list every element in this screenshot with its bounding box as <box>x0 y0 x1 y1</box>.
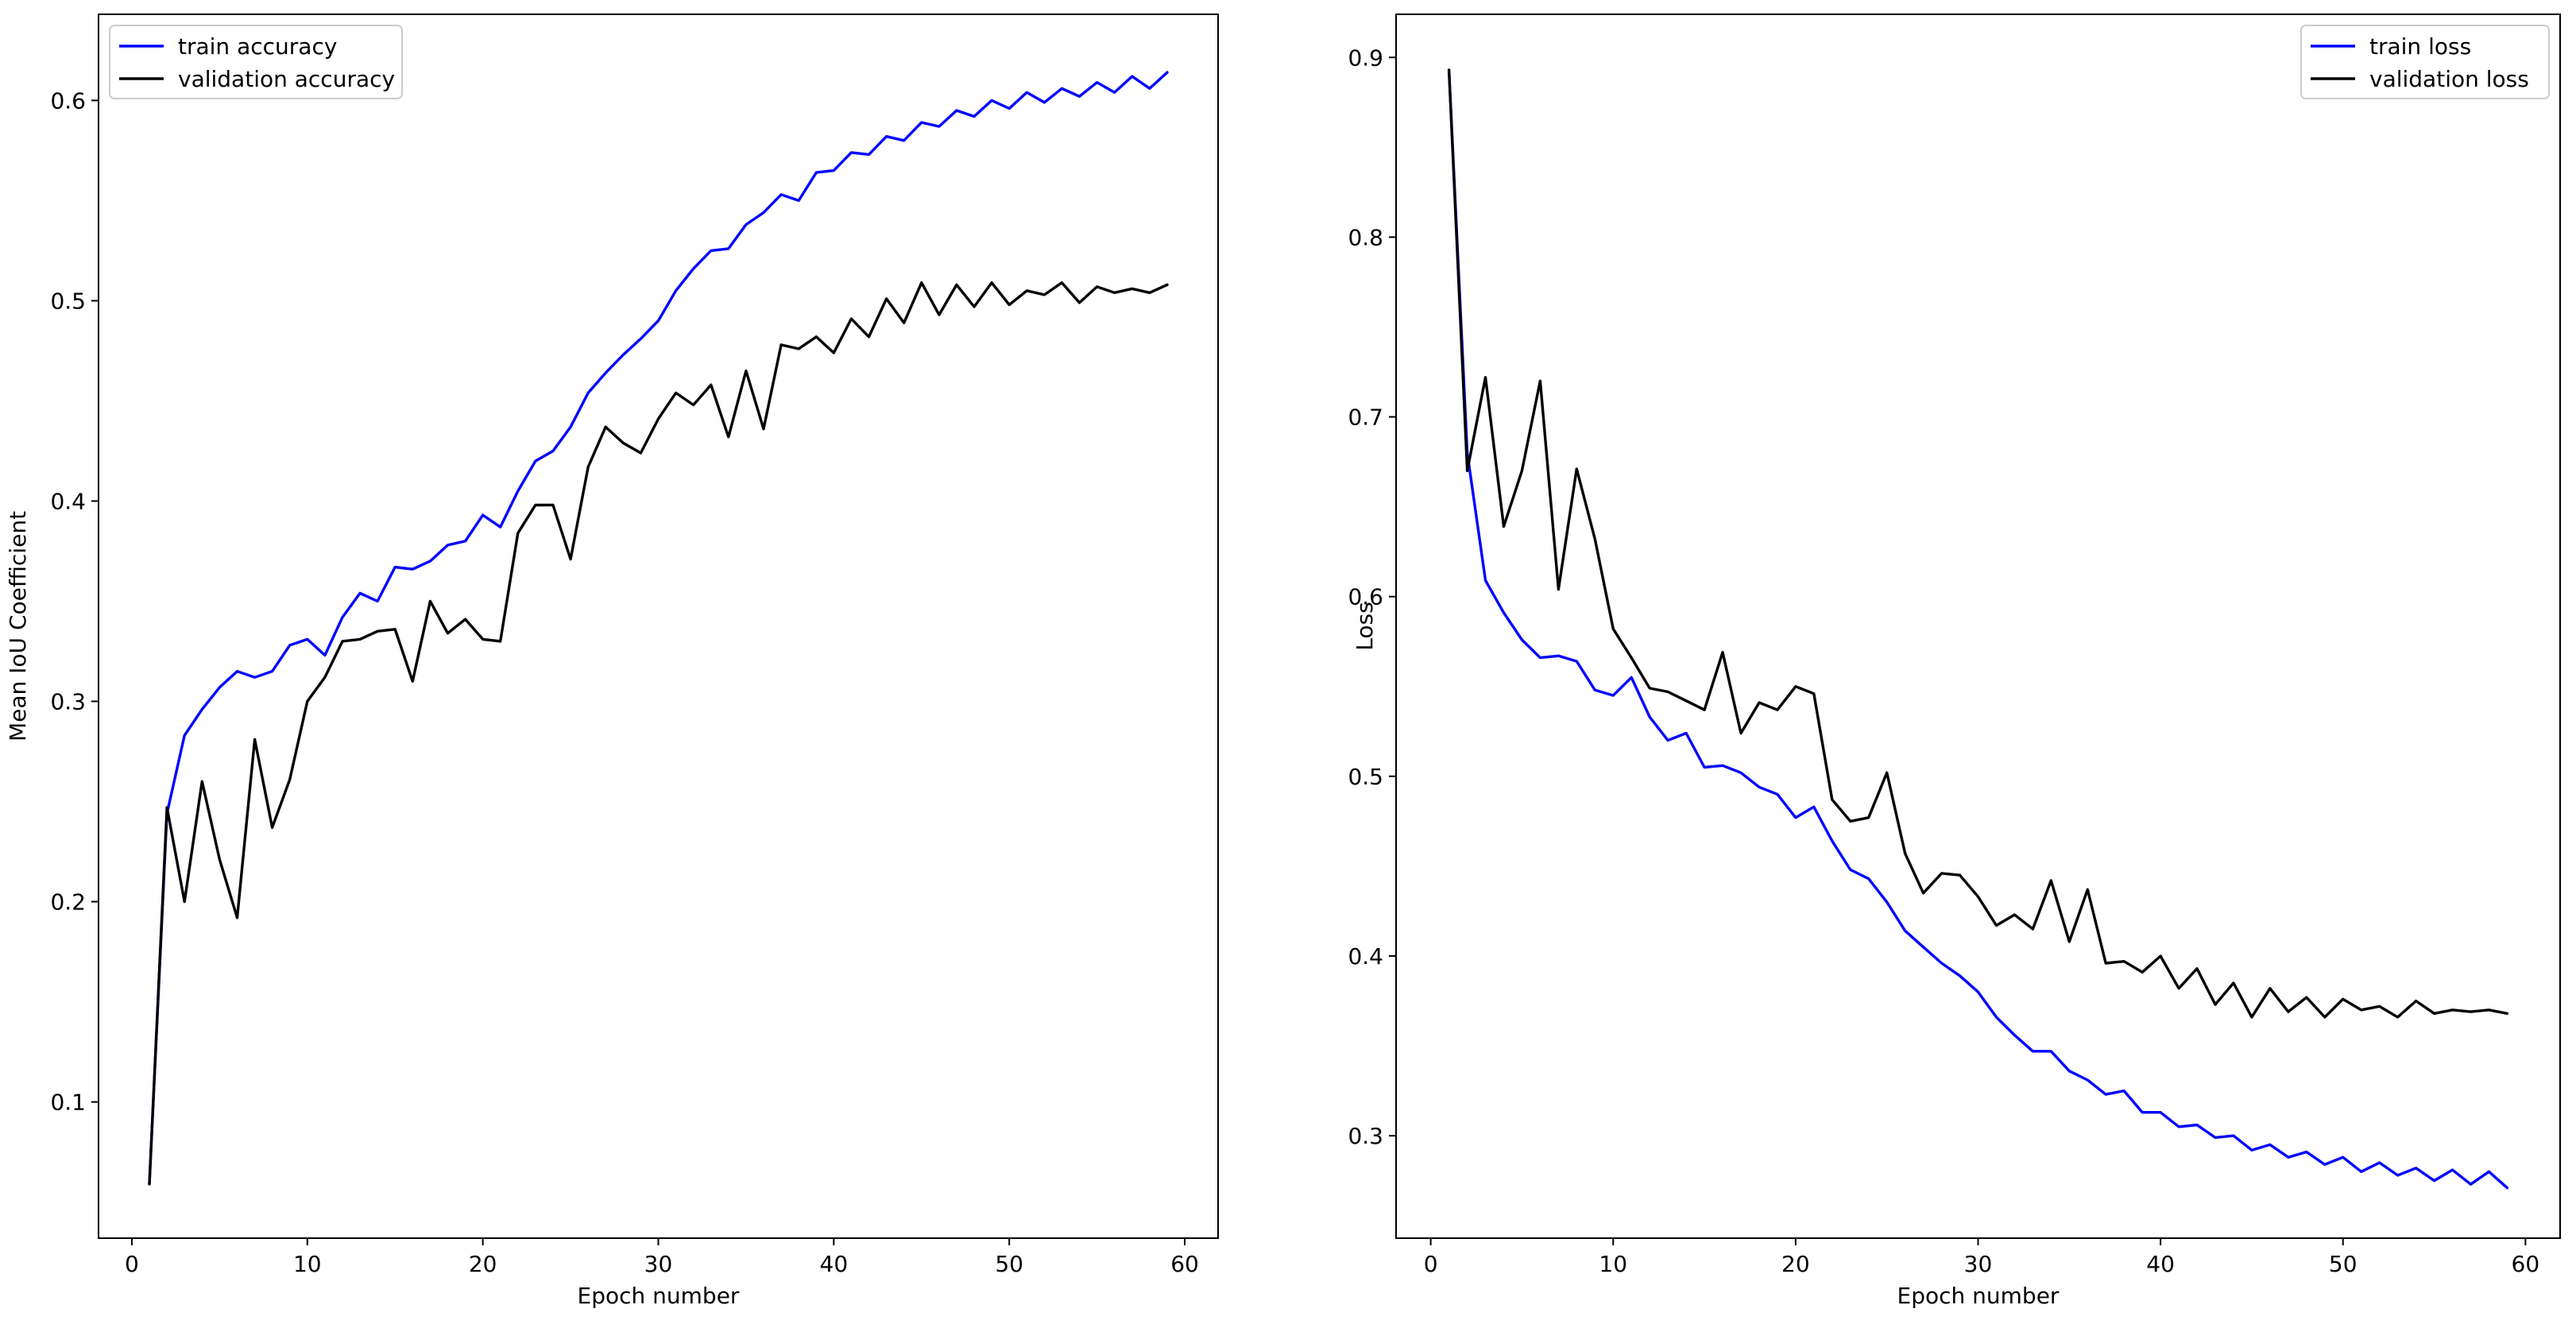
y-tick-label: 0.5 <box>1348 764 1383 790</box>
x-tick-label: 10 <box>1599 1251 1627 1277</box>
x-tick-label: 50 <box>995 1251 1023 1277</box>
y-tick-label: 0.9 <box>1348 45 1383 71</box>
legend-entry: train loss <box>2369 33 2471 60</box>
y-axis-label: Loss <box>1352 602 1378 650</box>
x-tick-label: 30 <box>644 1251 673 1277</box>
y-tick-label: 0.6 <box>50 87 86 114</box>
x-tick-label: 20 <box>1781 1251 1810 1277</box>
legend-entry: validation accuracy <box>178 66 395 92</box>
x-tick-label: 60 <box>2512 1251 2540 1277</box>
series-line-train-loss <box>1447 68 2509 1190</box>
y-tick-label: 0.2 <box>50 889 86 916</box>
x-tick-label: 60 <box>1170 1251 1199 1277</box>
y-tick-label: 0.7 <box>1348 405 1383 431</box>
y-tick-label: 0.8 <box>1348 224 1383 250</box>
series-line-validation-accuracy <box>148 281 1169 1186</box>
x-axis-label: Epoch number <box>1897 1283 2060 1309</box>
x-tick-label: 40 <box>2146 1251 2175 1277</box>
x-tick-label: 10 <box>293 1251 322 1277</box>
legend: train accuracy validation accuracy <box>109 25 403 99</box>
x-axis-label: Epoch number <box>578 1283 740 1309</box>
x-tick-label: 0 <box>1424 1251 1438 1277</box>
x-tick-label: 0 <box>125 1251 139 1277</box>
x-tick-label: 30 <box>1964 1251 1993 1277</box>
y-tick-label: 0.5 <box>50 288 86 314</box>
y-tick-label: 0.1 <box>50 1090 86 1116</box>
accuracy-chart: 0 10 20 30 40 50 60 0.1 0.2 0.3 0.4 0.5 0.6 Epoch num… <box>5 14 1219 1309</box>
legend-entry: validation loss <box>2369 66 2529 92</box>
series-line-validation-loss <box>1447 68 2509 1019</box>
legend: train loss validation loss <box>2300 25 2550 99</box>
y-tick-label: 0.6 <box>1348 584 1383 610</box>
x-tick-label: 40 <box>820 1251 849 1277</box>
y-tick-label: 0.4 <box>50 488 86 514</box>
y-axis-label: Mean IoU Coefficient <box>5 511 31 741</box>
y-tick-label: 0.3 <box>1348 1123 1383 1149</box>
legend-box <box>109 25 403 99</box>
x-tick-label: 50 <box>2329 1251 2357 1277</box>
x-tick-label: 20 <box>469 1251 497 1277</box>
legend-box <box>2300 25 2550 99</box>
series-line-train-accuracy <box>148 71 1169 1186</box>
y-tick-label: 0.3 <box>50 689 86 715</box>
loss-chart: 0 10 20 30 40 50 60 0.3 0.4 0.5 0.6 0.7 0.8 0.9 Epoch … <box>1348 14 2561 1309</box>
legend-entry: train accuracy <box>178 33 337 60</box>
y-tick-label: 0.4 <box>1348 943 1383 970</box>
